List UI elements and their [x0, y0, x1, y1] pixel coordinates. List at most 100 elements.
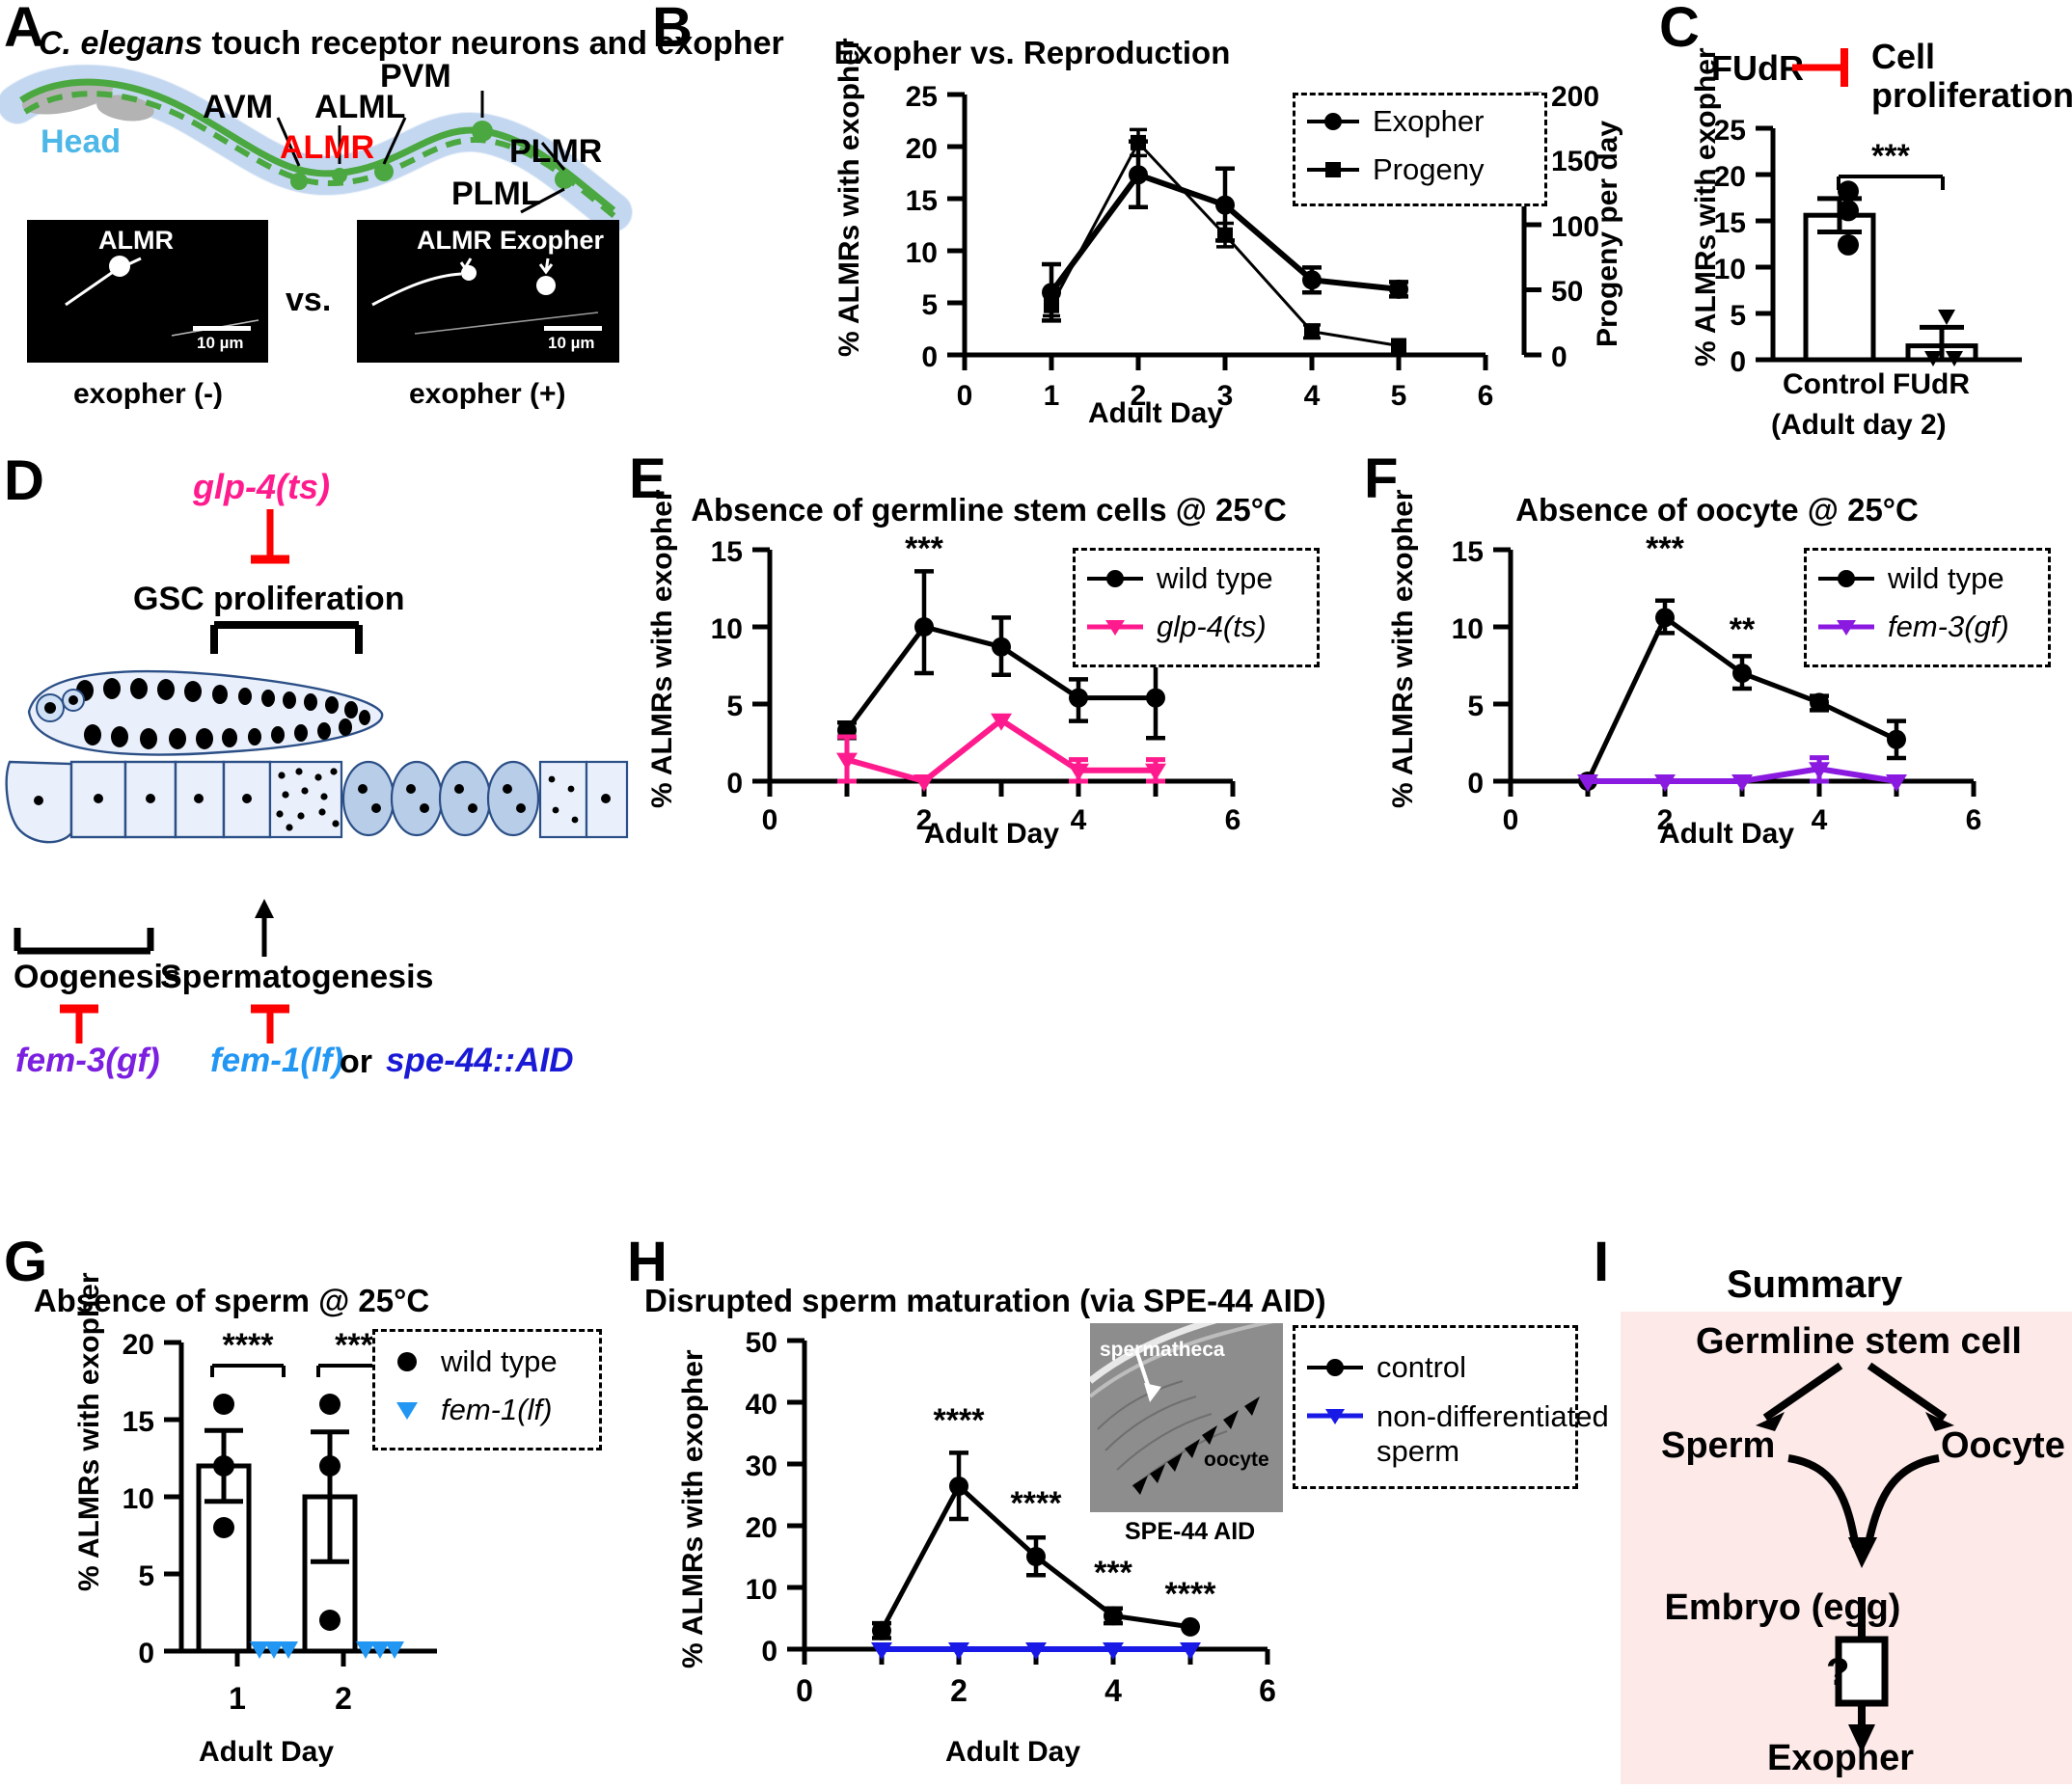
scale-bar-left [193, 326, 251, 331]
svg-text:200: 200 [1551, 81, 1599, 113]
svg-text:5: 5 [1391, 380, 1407, 412]
label-alml: ALML [314, 89, 406, 125]
panel-f: F Absence of oocyte @ 25°C % ALMRs with … [1350, 444, 2072, 858]
inhibition-arrow-fem3 [60, 1004, 98, 1044]
legend-marker-circle-black [1087, 570, 1143, 587]
panel-b-title: Exopher vs. Reproduction [833, 35, 1231, 70]
legend-marker-circle [1307, 113, 1359, 130]
panel-a: A C. elegans touch receptor neurons and … [0, 0, 784, 444]
species-name: C. elegans [39, 25, 204, 62]
svg-text:50: 50 [1551, 276, 1583, 308]
legend-label-nondiff-line2: sperm [1377, 1434, 1460, 1468]
panel-i-title: Summary [1727, 1263, 1903, 1306]
svg-text:5: 5 [138, 1560, 154, 1592]
svg-text:***: *** [335, 1327, 373, 1364]
panel-b-ylabel: % ALMRs with exopher [833, 38, 865, 357]
svg-text:****: **** [223, 1327, 275, 1364]
fem3-label: fem-3(gf) [15, 1042, 160, 1079]
panel-e: E Absence of germline stem cells @ 25°C … [617, 444, 1331, 858]
svg-text:15: 15 [1714, 207, 1746, 239]
svg-text:1: 1 [229, 1681, 246, 1716]
svg-text:20: 20 [746, 1512, 777, 1544]
svg-text:0: 0 [726, 768, 743, 800]
svg-text:10: 10 [123, 1483, 154, 1515]
svg-text:6: 6 [1259, 1673, 1276, 1708]
cell-proliferation-line1: Cell [1871, 37, 1936, 76]
panel-g-title: Absence of sperm @ 25°C [33, 1283, 430, 1318]
legend-label-exopher: Exopher [1373, 104, 1485, 138]
panel-b-legend: Exopher Progeny [1293, 93, 1547, 206]
svg-text:6: 6 [1225, 804, 1241, 836]
legend-marker-triangle-purple [1818, 620, 1874, 636]
worm-schematic [0, 64, 633, 232]
label-plml: PLML [451, 176, 541, 212]
svg-text:4: 4 [1304, 380, 1321, 412]
label-almr: ALMR [280, 129, 375, 166]
svg-text:0: 0 [1730, 346, 1746, 378]
legend-marker-triangle-blue [396, 1402, 418, 1420]
panel-g-legend: wild type fem-1(lf) [372, 1329, 602, 1450]
scale-bar-left-text: 10 µm [197, 334, 244, 352]
gonad-schematic [5, 669, 629, 844]
svg-text:5: 5 [1730, 300, 1746, 332]
summary-node-exopher: Exopher [1766, 1738, 1915, 1778]
scale-bar-right-text: 10 µm [548, 334, 595, 352]
panel-h-legend: control non-differentiated sperm [1293, 1325, 1609, 1489]
svg-text:0: 0 [957, 380, 973, 412]
legend-marker-triangle-pink [1087, 620, 1143, 636]
svg-text:6: 6 [1966, 804, 1982, 836]
legend-label-glp4: glp-4(ts) [1157, 610, 1267, 643]
svg-text:150: 150 [1551, 146, 1599, 177]
label-plmr: PLMR [509, 133, 603, 170]
svg-text:***: *** [1646, 530, 1684, 567]
svg-text:0: 0 [1551, 341, 1568, 373]
panel-c-xlabel: (Adult day 2) [1771, 409, 1947, 441]
inhibition-arrow-fem1 [251, 1004, 289, 1044]
panel-a-label: A [4, 0, 44, 59]
svg-text:****: **** [1011, 1485, 1063, 1522]
svg-text:****: **** [934, 1402, 986, 1439]
glp4-label: glp-4(ts) [193, 467, 330, 506]
legend-item-wildtype-f: wild type [1807, 555, 2048, 603]
svg-text:0: 0 [138, 1638, 154, 1669]
legend-label-nondiff-line1: non-differentiated [1377, 1399, 1609, 1433]
svg-text:2: 2 [335, 1681, 352, 1716]
svg-text:***: *** [905, 530, 943, 567]
spermatogenesis-label: Spermatogenesis [160, 959, 434, 995]
panel-h-plot: 50 40 30 20 10 0 0 2 4 6 [746, 1327, 1276, 1708]
panel-i-label: I [1594, 1231, 1610, 1293]
panel-g: G Absence of sperm @ 25°C % ALMRs with e… [0, 858, 617, 1789]
panel-e-title: Absence of germline stem cells @ 25°C [691, 492, 1287, 528]
legend-item-nondifferentiated-sperm: non-differentiated sperm [1295, 1399, 1609, 1468]
svg-text:2: 2 [950, 1673, 968, 1708]
svg-text:20: 20 [1714, 161, 1746, 193]
svg-text:10: 10 [711, 613, 743, 645]
panel-c: C FUdR Cell proliferation % ALMRs with e… [1630, 0, 2072, 444]
svg-text:4: 4 [1104, 1673, 1122, 1708]
svg-text:5: 5 [726, 691, 743, 722]
svg-text:15: 15 [906, 185, 938, 217]
legend-item-fem3: fem-3(gf) [1807, 603, 2048, 651]
panel-h-xlabel: Adult Day [945, 1736, 1081, 1768]
svg-text:15: 15 [1452, 536, 1484, 568]
panel-b-plot: 25 20 15 10 5 0 0 1 2 3 4 5 6 [906, 81, 1599, 412]
inhibition-arrow-fudr [1792, 48, 1848, 87]
legend-label-control: control [1377, 1350, 1467, 1384]
caption-exopher-positive: exopher (+) [409, 378, 566, 410]
svg-text:***: *** [1871, 138, 1910, 175]
panel-g-xlabel: Adult Day [199, 1736, 335, 1768]
legend-item-control: control [1295, 1343, 1575, 1392]
svg-text:0: 0 [761, 1636, 777, 1667]
or-connector-label: or [340, 1044, 372, 1080]
legend-marker-circle-black [1307, 1359, 1363, 1376]
svg-text:100: 100 [1551, 211, 1599, 243]
inset-label-oocyte: oocyte [1204, 1449, 1269, 1471]
svg-text:4: 4 [1812, 804, 1828, 836]
svg-text:0: 0 [1503, 804, 1519, 836]
panel-f-title: Absence of oocyte @ 25°C [1515, 492, 1919, 528]
panel-a-title-rest: touch receptor neurons and exopher [203, 25, 784, 62]
summary-unknown-step: ? [1826, 1651, 1850, 1694]
panel-f-plot: 15 10 5 0 0 2 4 6 [1452, 530, 1982, 836]
svg-text:**: ** [1730, 611, 1756, 648]
svg-text:25: 25 [906, 81, 938, 113]
